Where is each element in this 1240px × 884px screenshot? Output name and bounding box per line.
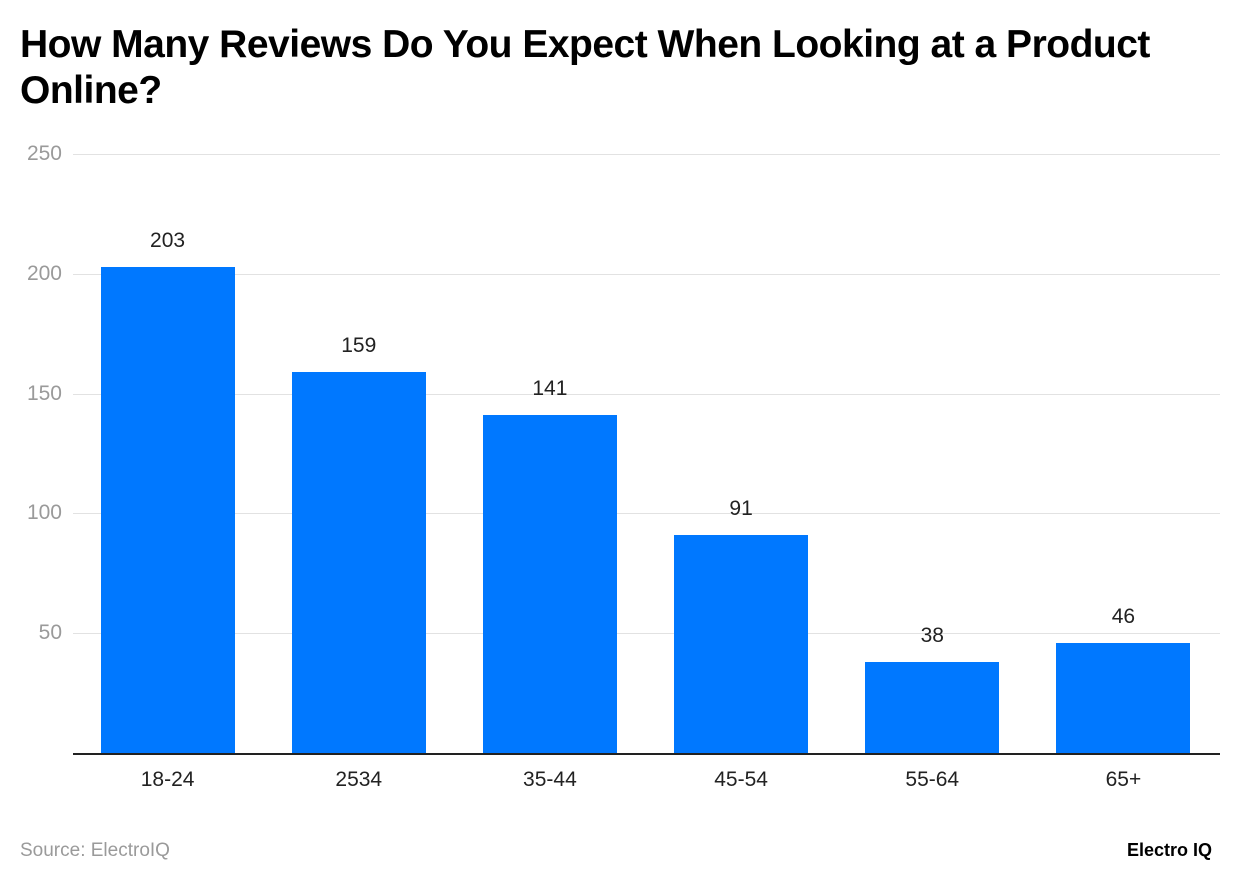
value-label: 159 <box>341 334 377 358</box>
x-axis-line <box>73 753 1220 755</box>
value-label: 91 <box>729 496 753 520</box>
value-label: 38 <box>920 623 944 647</box>
y-tick-label: 150 <box>26 381 62 405</box>
x-tick-label: 65+ <box>1105 768 1142 791</box>
bar-35-44[interactable] <box>482 415 617 753</box>
gridline <box>73 393 1220 395</box>
x-tick-label: 35-44 <box>523 768 577 791</box>
bar-45-54[interactable] <box>674 534 809 753</box>
gridline <box>73 633 1220 635</box>
source-note: Source: ElectroIQ <box>20 840 170 861</box>
chart-title: How Many Reviews Do You Expect When Look… <box>20 23 1150 112</box>
value-label: 46 <box>1111 604 1136 628</box>
brand-logo: Electro IQ <box>1126 840 1212 860</box>
y-tick-label: 250 <box>26 142 62 165</box>
x-tick-label: 2534 <box>335 768 383 791</box>
x-tick-label: 18-24 <box>140 768 195 791</box>
bar-55-64[interactable] <box>865 661 1000 753</box>
y-tick-label: 200 <box>26 261 62 285</box>
gridline <box>73 154 1220 155</box>
plot-area: 50 100 150 200 250 203 18-24 159 2534 141 35-44 91 4… <box>27 142 1220 791</box>
x-tick-label: 45-54 <box>714 768 768 791</box>
gridline <box>73 273 1220 275</box>
gridline <box>73 513 1220 515</box>
y-tick-label: 100 <box>26 501 62 525</box>
bar-65+[interactable] <box>1056 642 1191 753</box>
bar-18-24[interactable] <box>100 266 235 753</box>
value-label: 203 <box>150 228 186 252</box>
bar-2534[interactable] <box>291 372 426 753</box>
x-tick-label: 55-64 <box>905 768 960 791</box>
value-label: 141 <box>532 377 568 401</box>
y-tick-label: 50 <box>38 621 62 645</box>
